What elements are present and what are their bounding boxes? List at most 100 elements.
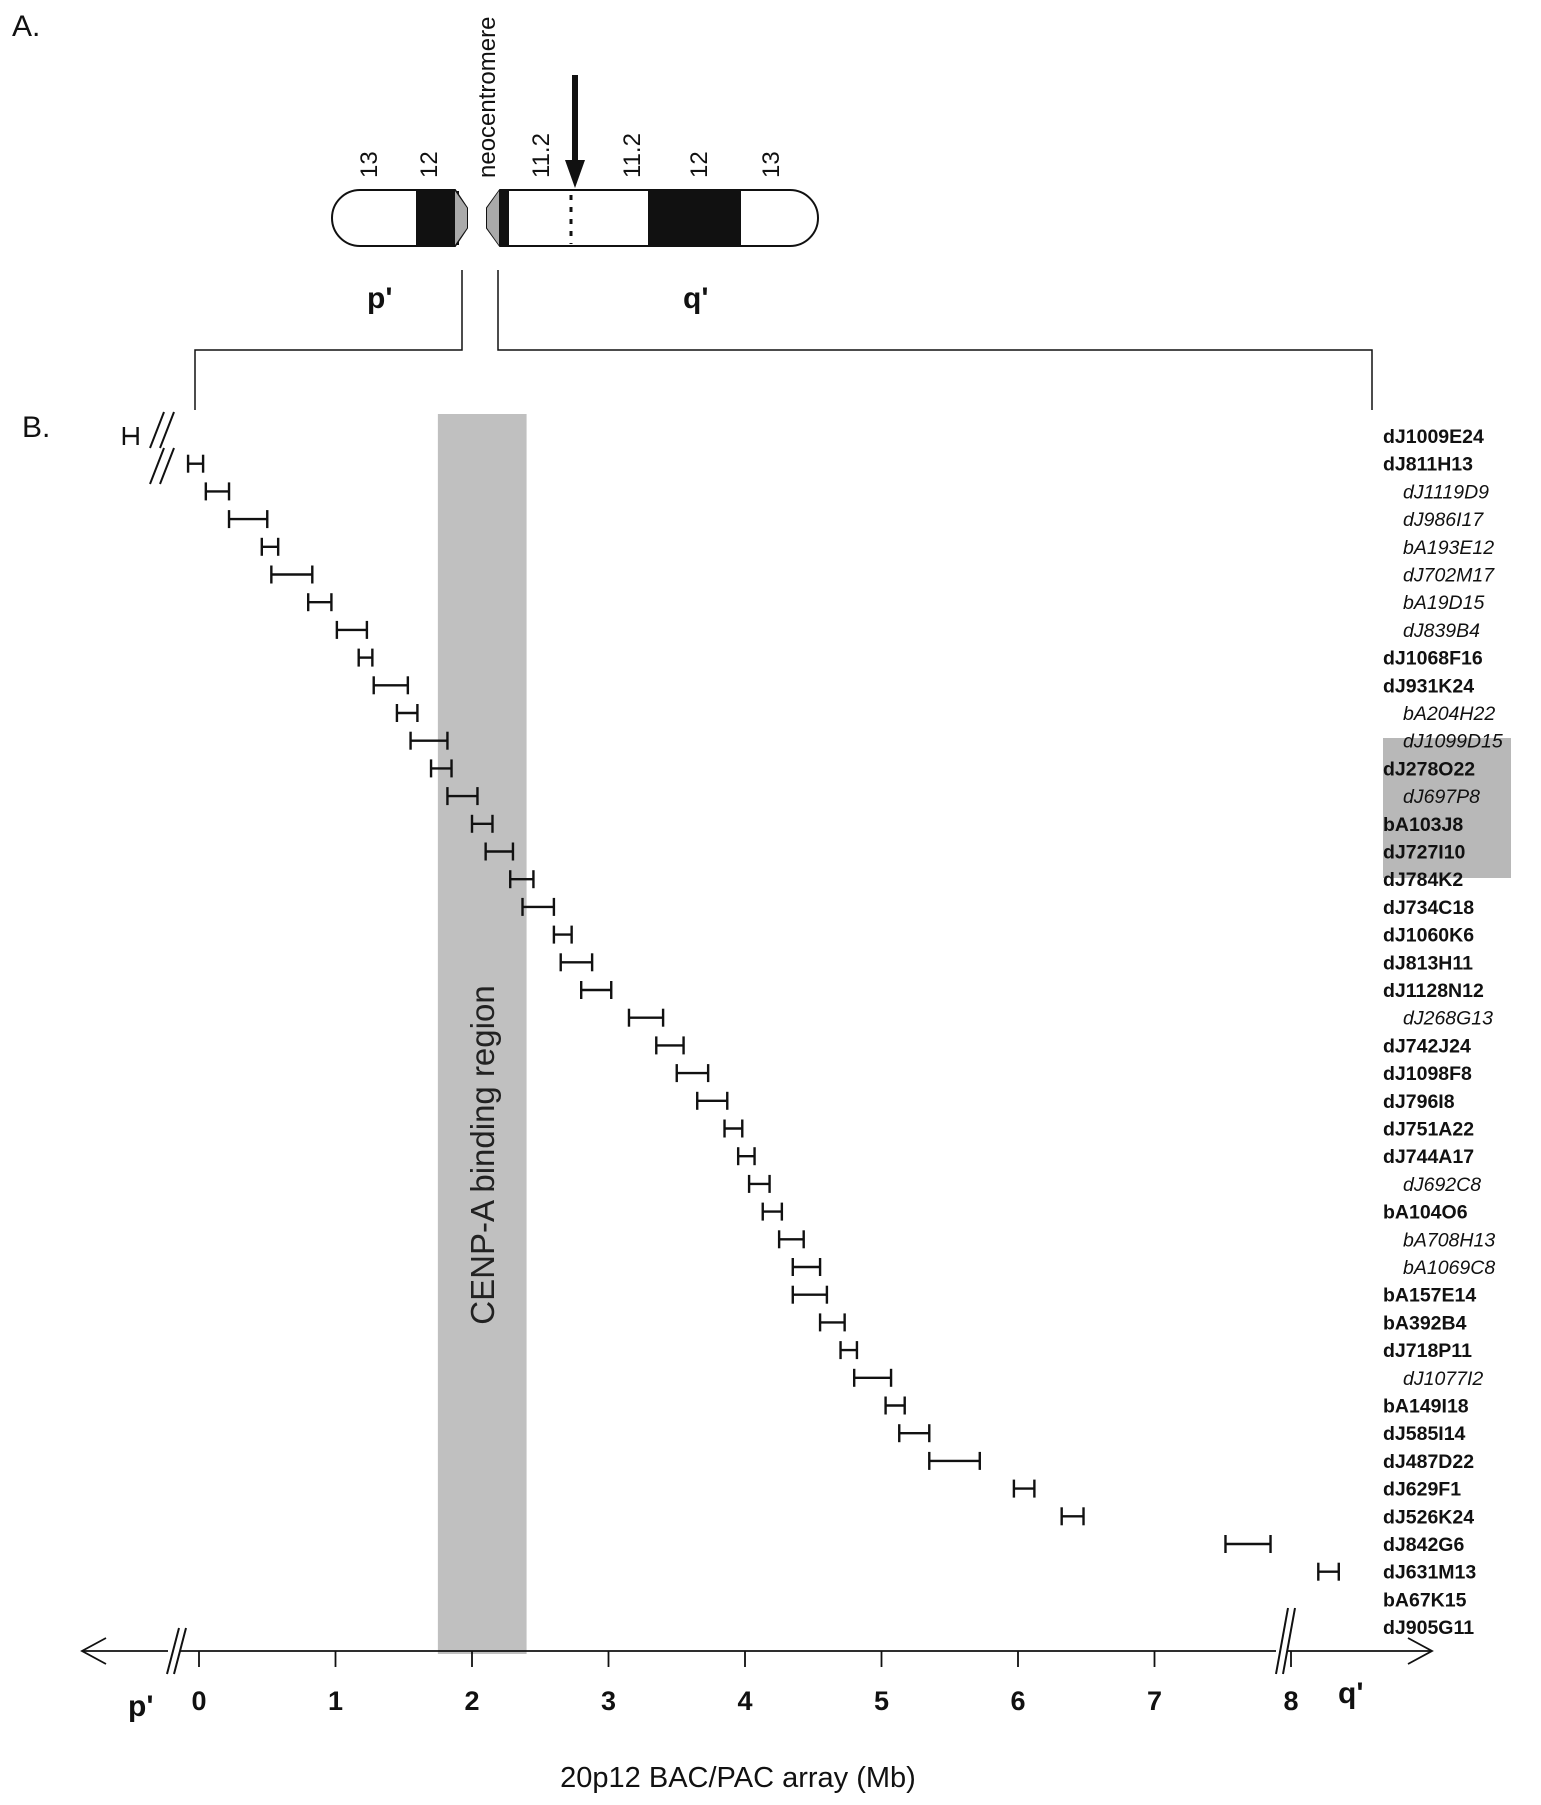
clone-interval-bar (122, 427, 139, 445)
clone-label: dJ1068F16 (1383, 648, 1483, 670)
zoom-connector-right (497, 270, 1373, 410)
clone-interval-bar (521, 897, 556, 916)
axis-q-label: q' (1338, 1677, 1363, 1710)
clone-label: bA67K15 (1383, 1589, 1467, 1611)
clone-label: dJ931K24 (1383, 675, 1474, 697)
clone-label: dJ742J24 (1383, 1035, 1471, 1057)
clone-label: dJ811H13 (1383, 454, 1473, 476)
clone-label: bA708H13 (1403, 1229, 1495, 1251)
clone-interval-bar (227, 510, 269, 529)
panel-a-label: A. (12, 10, 40, 43)
clone-label: dJ813H11 (1383, 952, 1473, 974)
q-band-12 (648, 191, 741, 245)
clone-interval-bar (409, 731, 449, 750)
q-arm-label: q' (683, 282, 708, 315)
clone-interval-bar (928, 1451, 981, 1470)
clone-interval-bar (470, 814, 494, 833)
clone-interval-bar (484, 842, 515, 861)
zoom-connector-left (194, 270, 463, 410)
arrow-left-icon (80, 1637, 107, 1665)
clone-label: dJ1119D9 (1403, 481, 1489, 503)
clone-interval-bar (627, 1008, 665, 1027)
x-axis-tick-label: 4 (737, 1686, 752, 1716)
clone-label: dJ585I14 (1383, 1423, 1466, 1445)
clone-label: bA1069C8 (1403, 1257, 1495, 1279)
p-neocentromere-shade (455, 191, 467, 245)
clone-label: dJ697P8 (1403, 786, 1480, 808)
chromosome-ideogram: 13 12 neocentromere 11.2 11.2 12 13 p' q… (194, 17, 1373, 410)
band-label-q13: 13 (758, 151, 785, 178)
clone-interval-bar (372, 676, 410, 695)
clone-interval-bar (761, 1202, 784, 1221)
axis-break-left-icon (166, 1627, 187, 1675)
band-label-q12: 12 (686, 151, 713, 178)
x-axis-tick-label: 6 (1010, 1686, 1025, 1716)
clone-label: dJ702M17 (1403, 565, 1495, 587)
clone-interval-bar (395, 704, 419, 722)
clone-interval-bar (839, 1341, 859, 1360)
x-axis-tick-label: 1 (328, 1686, 343, 1716)
clone-label: dJ796I8 (1383, 1091, 1455, 1113)
x-axis-tick-label: 5 (874, 1686, 889, 1716)
band-label-q11-2-b: 11.2 (619, 133, 646, 178)
clone-label: dJ734C18 (1383, 897, 1474, 919)
clone-label: dJ268G13 (1403, 1008, 1493, 1030)
clone-label: dJ631M13 (1383, 1562, 1476, 1584)
q-band-11-2-dark (499, 191, 509, 245)
clone-interval-bar (1224, 1535, 1272, 1553)
clone-label: dJ1128N12 (1383, 980, 1484, 1002)
clone-label: dJ744A17 (1383, 1146, 1474, 1168)
clone-label: dJ784K2 (1383, 869, 1463, 891)
x-axis-tick-label: 8 (1283, 1686, 1298, 1716)
clone-interval-bar (884, 1396, 906, 1415)
clone-interval-bar (1012, 1479, 1036, 1498)
x-axis-tick-label: 3 (601, 1686, 616, 1716)
clone-interval-bar (307, 593, 333, 612)
clone-label: dJ278O22 (1383, 758, 1475, 780)
top-break-icon (149, 411, 175, 485)
clone-interval-bar (552, 925, 573, 944)
clone-label: dJ1009E24 (1383, 426, 1484, 448)
cenp-a-region-label: CENP-A binding region (464, 985, 501, 1324)
x-axis-tick-label: 0 (191, 1686, 206, 1716)
x-axis-ticks (198, 1651, 1292, 1667)
clone-label: dJ629F1 (1383, 1479, 1461, 1501)
axis-break-right-icon (1275, 1607, 1296, 1675)
clone-label: dJ1098F8 (1383, 1063, 1472, 1085)
clone-label: dJ1060K6 (1383, 925, 1474, 947)
clone-label: dJ1099D15 (1403, 731, 1503, 753)
clone-interval-bar (260, 537, 280, 556)
clone-label: dJ986I17 (1403, 509, 1484, 531)
clone-interval-bar (898, 1424, 931, 1443)
clone-interval-bar (736, 1147, 756, 1166)
clone-interval-bar (777, 1230, 805, 1249)
clone-interval-bar (509, 870, 535, 889)
x-axis-title: 20p12 BAC/PAC array (Mb) (560, 1762, 916, 1794)
clone-labels-group: dJ1009E24 dJ811H13 dJ1119D9 dJ986I17 bA193E1… (1383, 426, 1503, 1639)
axis-p-label: p' (128, 1690, 153, 1723)
neocentromere-label: neocentromere (474, 17, 501, 178)
clone-label: bA19D15 (1403, 592, 1484, 614)
arrow-down-icon (565, 160, 585, 188)
clone-interval-bar (818, 1313, 846, 1332)
clone-label: dJ718P11 (1383, 1340, 1472, 1362)
clone-interval-bar (675, 1064, 710, 1083)
clone-bars-group (122, 427, 1340, 1581)
clone-interval-bar (446, 787, 479, 806)
clone-interval-bar (747, 1174, 771, 1193)
clone-interval-bar (791, 1258, 822, 1276)
clone-interval-bar (429, 759, 453, 778)
clone-interval-bar (580, 981, 613, 999)
clone-label: dJ1077I2 (1403, 1368, 1483, 1390)
arrow-right-icon (1407, 1637, 1434, 1665)
clone-interval-bar (335, 620, 369, 639)
clone-label: bA103J8 (1383, 814, 1463, 836)
p-band-12 (416, 191, 459, 245)
clone-interval-bar (1317, 1562, 1340, 1581)
q-neocentromere-shade (487, 191, 499, 245)
clone-interval-bar (186, 454, 205, 473)
clone-label: bA157E14 (1383, 1285, 1476, 1307)
clone-highlight-box (1383, 738, 1511, 878)
